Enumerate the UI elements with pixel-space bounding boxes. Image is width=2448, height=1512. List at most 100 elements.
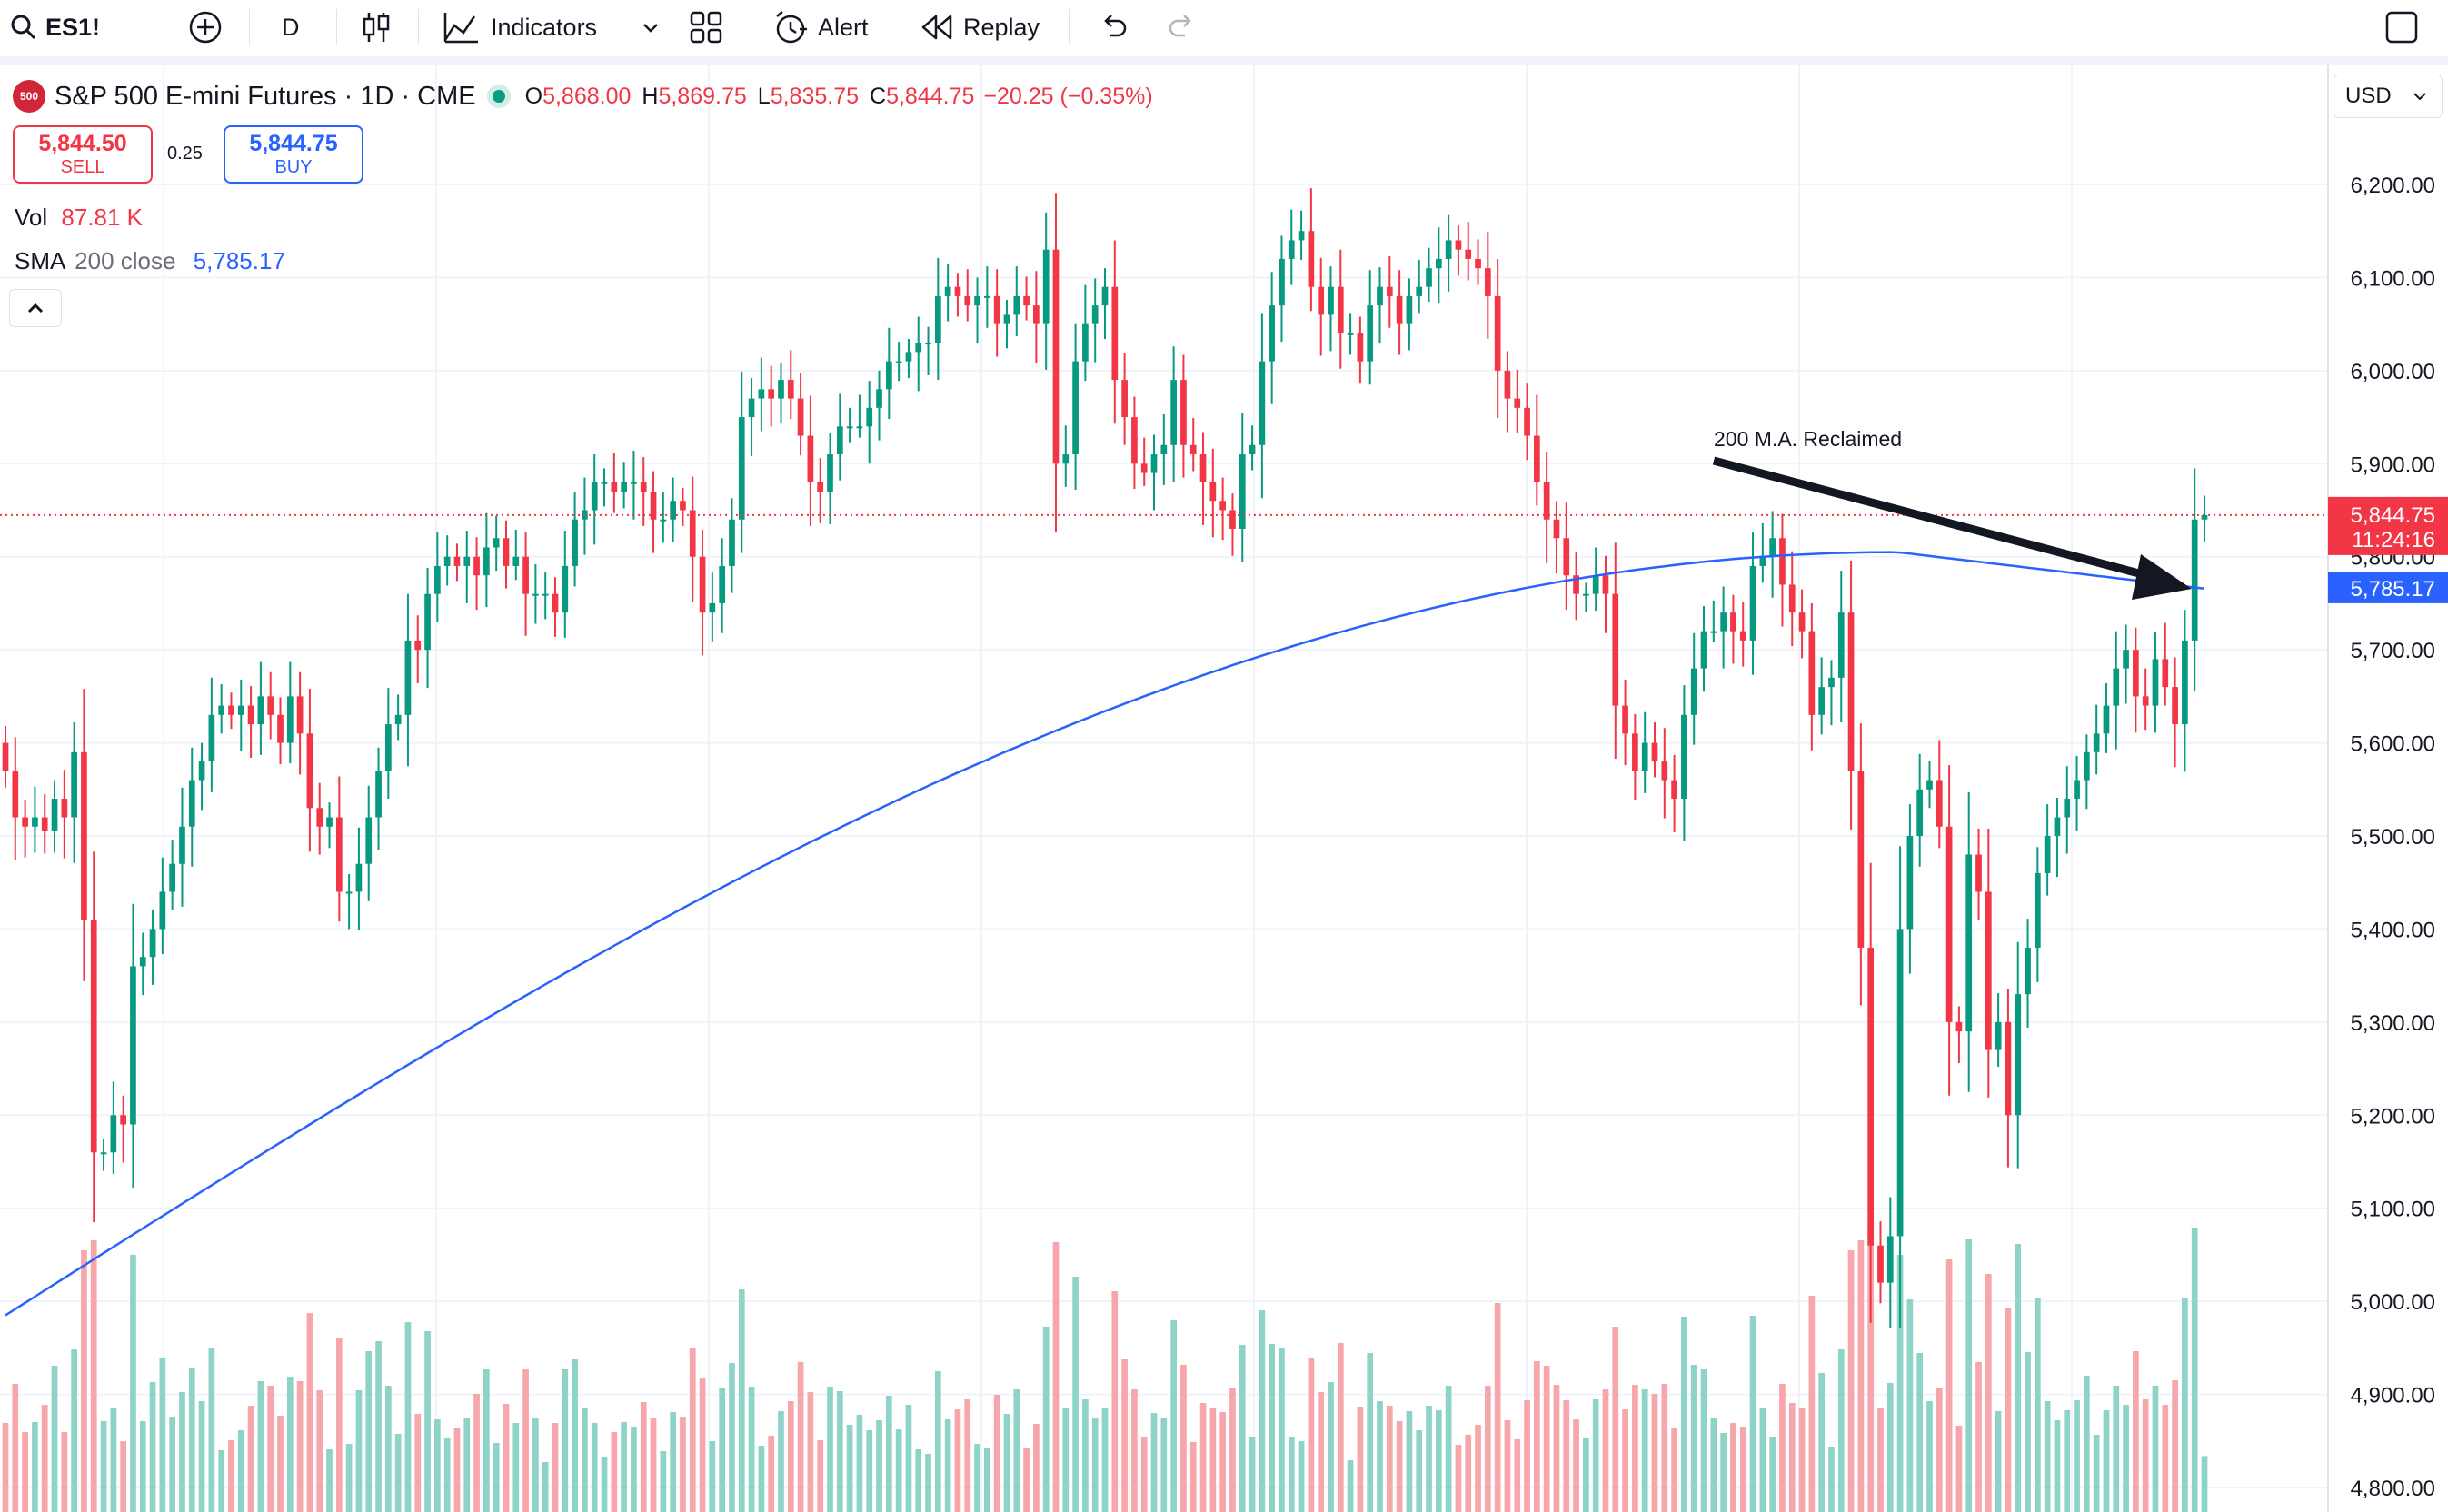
candle-body (2044, 836, 2051, 873)
candle-body (139, 957, 146, 967)
candle-body (699, 556, 706, 613)
volume-bar (463, 1418, 471, 1512)
volume-bar (1936, 1388, 1943, 1512)
volume-bar (1779, 1384, 1786, 1512)
symbol-search[interactable]: ES1! (9, 0, 100, 55)
candle-body (81, 751, 87, 920)
candle-body (1788, 584, 1796, 613)
volume-bar (12, 1384, 19, 1512)
volume-bar (159, 1358, 166, 1512)
y-axis-tick-label: 5,300.00 (2351, 1011, 2435, 1036)
candle-body (532, 593, 539, 596)
collapse-legend-button[interactable] (9, 289, 62, 327)
instrument-title[interactable]: S&P 500 E-mini Futures · 1D · CME (55, 81, 476, 111)
y-axis-tick-label: 6,200.00 (2351, 174, 2435, 198)
candle-body (110, 1115, 117, 1153)
volume-bar (188, 1368, 195, 1512)
volume-bar (2064, 1410, 2071, 1512)
candle-body (2152, 659, 2159, 706)
candle-body (1602, 575, 1609, 594)
volume-bar (384, 1386, 392, 1512)
ohlc-low-value: 5,835.75 (770, 83, 860, 109)
candle-body (1867, 947, 1875, 1246)
candle-body (130, 966, 136, 1125)
indicators-button[interactable]: Indicators (442, 0, 597, 55)
candle-body (404, 640, 412, 715)
candle-body (1936, 780, 1943, 827)
candle-body (817, 482, 824, 492)
candle-body (1632, 733, 1638, 771)
price-chart[interactable]: 6,200.006,100.006,000.005,900.005,800.00… (0, 65, 2448, 1512)
volume-bar (1602, 1389, 1609, 1512)
volume-bar (1180, 1365, 1187, 1512)
candle-body (1710, 631, 1717, 633)
volume-bar (2103, 1410, 2110, 1512)
volume-bar (591, 1423, 598, 1512)
candle-body (1199, 454, 1207, 482)
chart-type-button[interactable] (358, 0, 394, 55)
candle-body (1651, 742, 1658, 762)
volume-bar (532, 1418, 539, 1512)
candle-body (1239, 454, 1246, 529)
volume-bar (1249, 1437, 1256, 1512)
candle-body (1681, 714, 1687, 800)
candle-body (1249, 444, 1256, 455)
alarm-clock-icon (776, 11, 807, 44)
candle-body (1857, 771, 1865, 948)
candle-body (856, 426, 863, 429)
sell-button[interactable]: 5,844.50 SELL (13, 125, 153, 184)
candle-body (591, 482, 598, 511)
layouts-button[interactable] (689, 0, 723, 55)
volume-bar (1828, 1447, 1835, 1512)
volume-bar (1209, 1408, 1217, 1512)
alert-button[interactable]: Alert (772, 0, 869, 55)
redo-button[interactable] (1167, 0, 1198, 55)
candle-body (1837, 612, 1845, 678)
volume-bar (1494, 1303, 1501, 1512)
volume-bar (1279, 1348, 1285, 1512)
interval-label: D (282, 13, 300, 41)
candle-body (1877, 1245, 1884, 1283)
candle-body (1101, 286, 1109, 306)
volume-bar (326, 1449, 333, 1512)
sma-legend[interactable]: SMA 200 close 5,785.17 (15, 247, 285, 275)
volume-bar (1916, 1353, 1924, 1512)
undo-button[interactable] (1098, 0, 1129, 55)
candle-body (2093, 733, 2100, 752)
candle-body (866, 407, 873, 427)
volume-bar (1111, 1291, 1119, 1512)
buy-button[interactable]: 5,844.75 BUY (224, 125, 363, 184)
interval-button[interactable]: D (282, 0, 300, 55)
fullscreen-button[interactable] (2384, 0, 2419, 55)
indicators-dropdown[interactable] (640, 0, 662, 55)
candle-body (846, 426, 853, 429)
volume-bar (1553, 1385, 1560, 1512)
volume-legend[interactable]: Vol 87.81 K (15, 204, 143, 232)
volume-bar (699, 1378, 706, 1512)
volume-bar (120, 1441, 126, 1512)
volume-bar (846, 1425, 853, 1512)
volume-bar (1062, 1408, 1070, 1512)
candle-body (1426, 268, 1432, 287)
chart-annotation[interactable]: 200 M.A. Reclaimed (1714, 427, 1903, 451)
candle-body (1484, 268, 1491, 296)
candle-body (1985, 891, 1992, 1050)
candle-body (1965, 854, 1973, 1032)
candle-body (51, 799, 58, 831)
volume-bar (1592, 1399, 1599, 1512)
volume-bar (1013, 1389, 1020, 1512)
ohlc-open-value: 5,868.00 (542, 83, 632, 109)
volume-bar (1759, 1408, 1766, 1512)
volume-bar (1199, 1403, 1207, 1512)
volume-bar (218, 1450, 225, 1512)
volume-bar (1170, 1320, 1177, 1512)
volume-bar (768, 1436, 775, 1512)
currency-select[interactable]: USD (2334, 75, 2443, 118)
compare-button[interactable] (187, 0, 224, 55)
candle-body (169, 863, 176, 892)
candle-body (1700, 631, 1707, 669)
volume-bar (827, 1387, 833, 1512)
candle-body (71, 751, 77, 818)
replay-button[interactable]: Replay (920, 0, 1040, 55)
volume-bar (1445, 1386, 1452, 1512)
